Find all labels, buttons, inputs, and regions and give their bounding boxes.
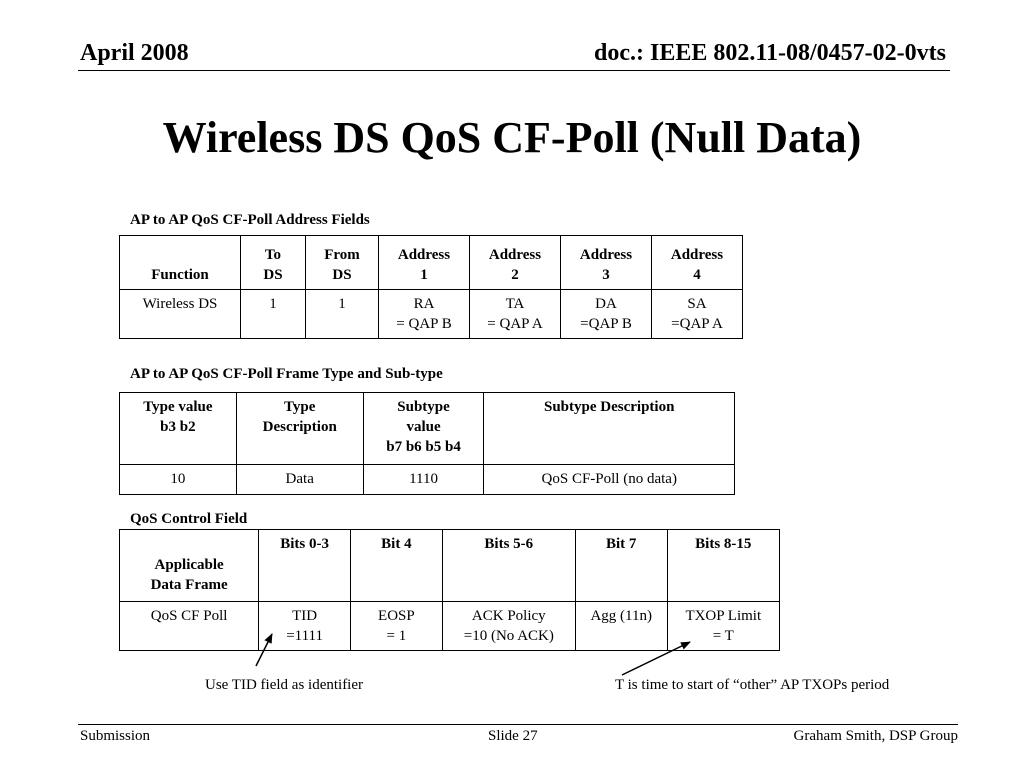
header-divider (78, 70, 950, 71)
note-txop: T is time to start of “other” AP TXOPs p… (615, 677, 890, 693)
header-doc-id: doc.: IEEE 802.11-08/0457-02-0vts (593, 40, 946, 66)
table-header-cell: Address 2 (469, 235, 561, 290)
table-header-cell: Applicable Data Frame (118, 529, 260, 602)
footer-submission: Submission (80, 728, 151, 744)
table-header-cell: Subtype value b7 b6 b5 b4 (362, 392, 485, 465)
table-row: Wireless DS 1 1 RA = QAP B TA = QAP A DA… (119, 289, 743, 339)
table3-caption: QoS Control Field (130, 511, 248, 527)
table-cell: 10 (119, 464, 237, 495)
table-cell: Agg (11n) (574, 601, 668, 651)
note-tid: Use TID field as identifier (205, 677, 364, 693)
table-cell: 1 (240, 289, 306, 339)
arrow-to-tid (255, 633, 273, 667)
table-cell: EOSP = 1 (350, 601, 443, 651)
table-header-cell: Type Description (235, 392, 364, 465)
frame-type-table: Type value b3 b2 Type Description Subtyp… (119, 392, 735, 495)
table-cell: Data (235, 464, 364, 495)
table-cell: 1110 (362, 464, 485, 495)
table-header-cell: Function (119, 235, 241, 290)
table-header-row: Applicable Data Frame Bits 0-3 Bit 4 Bit… (118, 529, 781, 602)
table-row: 10 Data 1110 QoS CF-Poll (no data) (119, 464, 735, 495)
table-header-row: Function To DS From DS Address 1 Address… (119, 235, 743, 290)
arrow-to-txop (621, 641, 691, 676)
footer-divider (78, 724, 958, 725)
table-header-cell: From DS (305, 235, 379, 290)
table-cell: DA =QAP B (560, 289, 652, 339)
table2-caption: AP to AP QoS CF-Poll Frame Type and Sub-… (130, 366, 443, 382)
table-header-cell: Subtype Description (483, 392, 735, 465)
table-header-cell: Bit 4 (350, 529, 443, 602)
table-cell: TID =1111 (258, 601, 351, 651)
slide-title: Wireless DS QoS CF-Poll (Null Data) (162, 113, 862, 162)
table-header-cell: Address 3 (560, 235, 652, 290)
table-row: QoS CF Poll TID =1111 EOSP = 1 ACK Polic… (118, 601, 781, 651)
table-header-cell: Address 1 (378, 235, 470, 290)
table-cell: QoS CF-Poll (no data) (483, 464, 735, 495)
table-cell: Wireless DS (119, 289, 241, 339)
table-cell: ACK Policy =10 (No ACK) (441, 601, 576, 651)
header-date: April 2008 (80, 40, 189, 66)
table-header-cell: Address 4 (651, 235, 743, 290)
table-cell: QoS CF Poll (118, 601, 260, 651)
table-header-cell: Bit 7 (574, 529, 668, 602)
footer-slide-number: Slide 27 (488, 728, 538, 744)
qos-control-table: Applicable Data Frame Bits 0-3 Bit 4 Bit… (118, 529, 781, 651)
address-fields-table: Function To DS From DS Address 1 Address… (119, 235, 743, 339)
table-cell: SA =QAP A (651, 289, 743, 339)
table-header-row: Type value b3 b2 Type Description Subtyp… (119, 392, 735, 465)
footer-author: Graham Smith, DSP Group (793, 728, 958, 744)
table1-caption: AP to AP QoS CF-Poll Address Fields (130, 212, 370, 228)
table-cell: RA = QAP B (378, 289, 470, 339)
table-cell: 1 (305, 289, 379, 339)
